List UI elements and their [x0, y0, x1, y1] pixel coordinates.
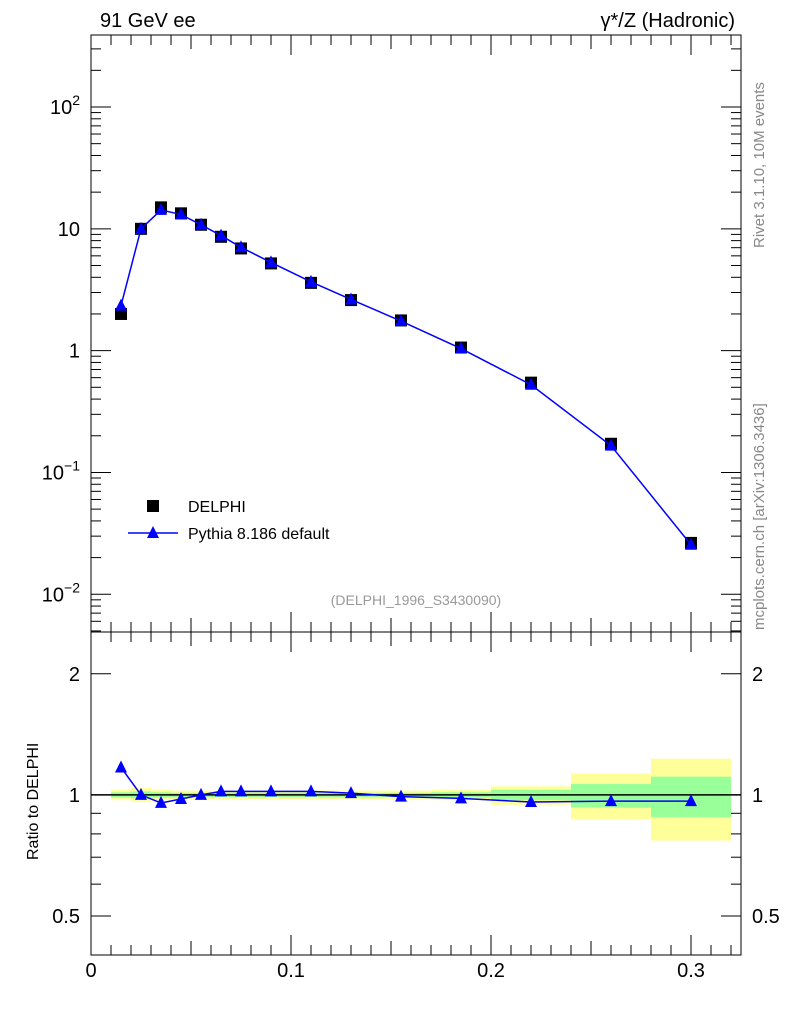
- mc-point-pythia: [195, 217, 207, 230]
- ratio-point-pythia: [215, 784, 227, 797]
- mc-point-pythia: [395, 314, 407, 327]
- mc-point-pythia: [455, 341, 467, 354]
- x-tick-label: 0.1: [277, 960, 305, 982]
- x-tick-label: 0.3: [677, 960, 705, 982]
- legend-marker-mc: [147, 526, 159, 538]
- mc-point-pythia: [525, 377, 537, 390]
- ratio-point-pythia: [195, 787, 207, 800]
- ratio-uncertainty-bands: [91, 758, 741, 841]
- ratio-point-pythia: [605, 794, 617, 807]
- legend-marker-data: [147, 500, 159, 512]
- ratio-y-tick-label-right: 2: [752, 664, 763, 686]
- mc-point-pythia: [135, 221, 147, 234]
- ratio-frame: [90, 631, 742, 956]
- ratio-point-pythia: [155, 795, 167, 808]
- mc-line-pythia: [120, 209, 692, 546]
- mc-point-pythia: [265, 255, 277, 268]
- ratio-y-axis-label: Ratio to DELPHI: [25, 743, 42, 860]
- y-tick-label: 10: [58, 219, 80, 241]
- legend-label-data: DELPHI: [188, 499, 246, 516]
- ratio-point-pythia: [345, 786, 357, 799]
- legend-label-mc: Pythia 8.186 default: [188, 526, 330, 543]
- ratio-point-pythia: [235, 784, 247, 797]
- y-tick-label: 1: [69, 341, 80, 363]
- mc-point-pythia: [605, 438, 617, 451]
- mc-point-pythia: [685, 537, 697, 550]
- rivet-version-label: Rivet 3.1.10, 10M events: [751, 82, 768, 248]
- axes: 10−2 10−1 1 10 102 0.5 0.5 1 1 2 2 0 0.1 0.2 0.3: [42, 34, 780, 982]
- ratio-point-pythia: [175, 791, 187, 804]
- ratio-point-pythia: [455, 791, 467, 804]
- mc-point-pythia: [115, 298, 127, 311]
- ratio-y-tick-label-left: 2: [69, 664, 80, 686]
- data-point-delphi: [115, 307, 127, 320]
- y-tick-label: 10−1: [42, 457, 80, 484]
- chart-marks: [115, 201, 697, 808]
- mc-point-pythia: [175, 207, 187, 220]
- header-left: 91 GeV ee: [100, 10, 196, 32]
- mc-point-pythia: [235, 240, 247, 253]
- ratio-point-pythia: [115, 760, 127, 773]
- ratio-point-pythia: [395, 789, 407, 802]
- ratio-y-tick-label-right: 0.5: [752, 906, 780, 928]
- analysis-reference: (DELPHI_1996_S3430090): [331, 592, 501, 608]
- mc-point-pythia: [305, 274, 317, 287]
- mc-point-pythia: [155, 202, 167, 215]
- ratio-y-tick-label-left: 0.5: [52, 906, 80, 928]
- mc-point-pythia: [345, 292, 357, 305]
- ratio-point-pythia: [135, 787, 147, 800]
- ratio-point-pythia: [305, 784, 317, 797]
- mcplots-label: mcplots.cern.ch [arXiv:1306.3436]: [751, 403, 768, 630]
- mc-point-pythia: [215, 228, 227, 241]
- ratio-y-tick-label-right: 1: [752, 785, 763, 807]
- y-tick-label: 102: [50, 92, 80, 119]
- x-tick-label: 0: [85, 960, 96, 982]
- ratio-point-pythia: [685, 794, 697, 807]
- y-tick-label: 10−2: [42, 579, 80, 606]
- ratio-y-tick-label-left: 1: [69, 785, 80, 807]
- legend: DELPHI Pythia 8.186 default: [128, 499, 330, 543]
- header-right: γ*/Z (Hadronic): [601, 10, 735, 32]
- ratio-point-pythia: [525, 795, 537, 808]
- ratio-point-pythia: [265, 784, 277, 797]
- x-tick-label: 0.2: [477, 960, 505, 982]
